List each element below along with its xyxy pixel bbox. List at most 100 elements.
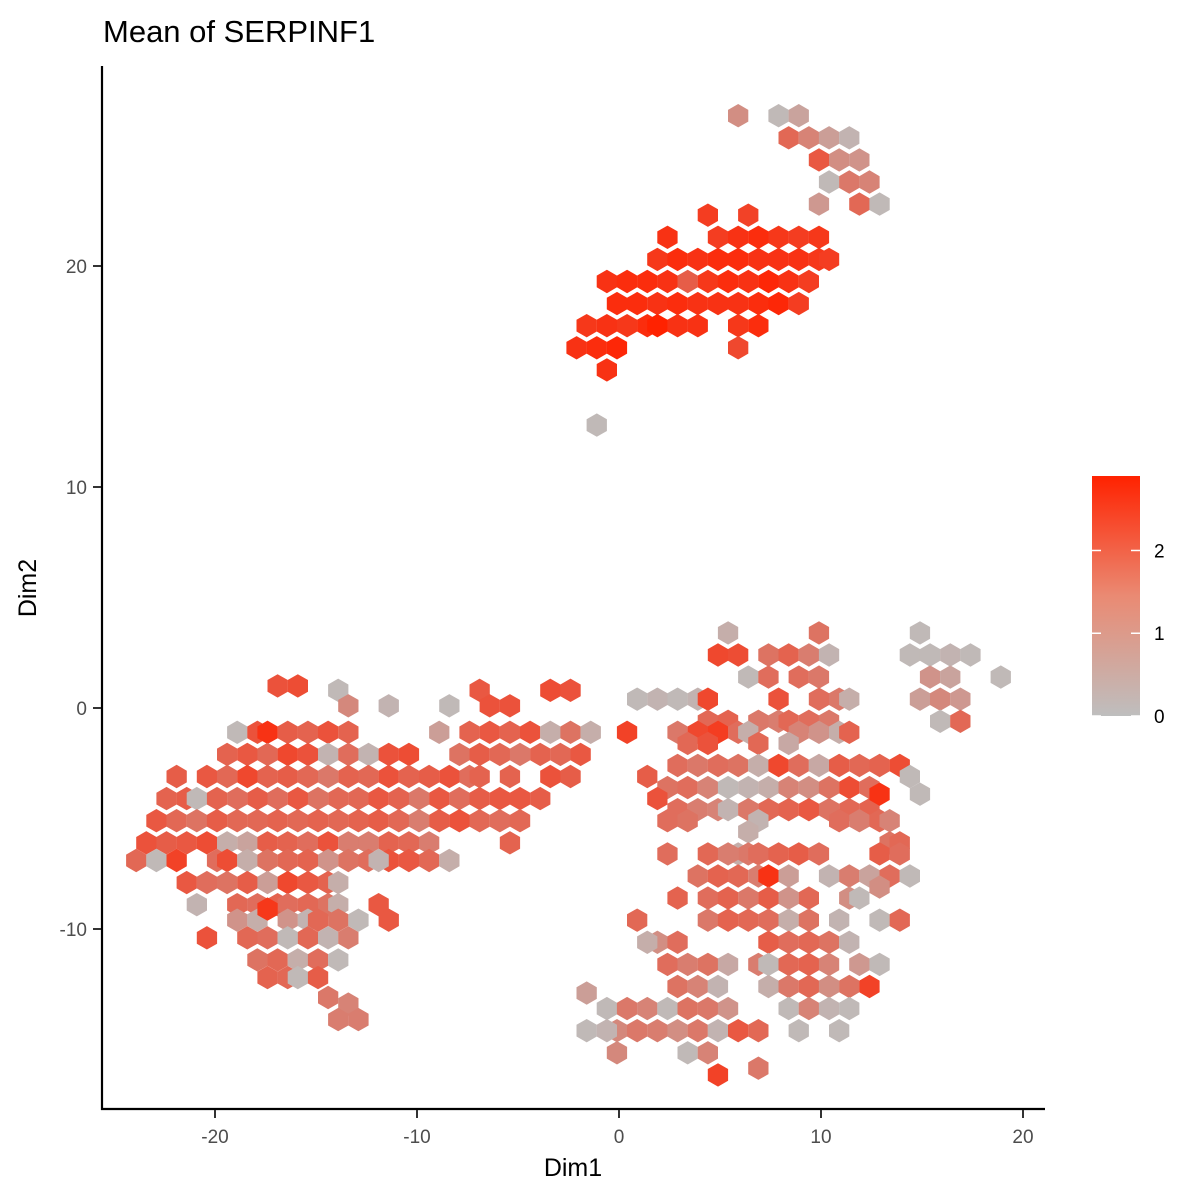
hexbin-cell — [560, 678, 581, 702]
hexbin-cell — [758, 775, 779, 800]
hexbin-cell — [768, 247, 789, 272]
hexbin-cell — [419, 831, 440, 855]
hexbin-cell — [176, 831, 197, 855]
hexbin-cell — [657, 225, 678, 249]
hexbin-cell — [297, 720, 319, 744]
hexbin-cell — [328, 786, 349, 811]
hexbin-cell — [647, 786, 668, 811]
hexbin-cell — [687, 1019, 708, 1043]
hexbin-cell — [237, 831, 258, 855]
hexbin-cell — [146, 809, 167, 833]
hexbin-cell — [667, 1019, 688, 1043]
hexbin-cell — [257, 926, 278, 950]
hexbin-cell — [378, 694, 399, 718]
hexbin-cell — [879, 809, 900, 833]
hexbin-cell — [829, 1019, 850, 1043]
hexbin-cell — [758, 974, 779, 999]
hexbin-cell — [388, 809, 409, 833]
hexbin-cell — [657, 269, 678, 294]
x-axis-ticks: -20 -10 0 10 20 — [201, 1110, 1034, 1148]
hexbin-cell — [439, 848, 460, 873]
hexbin-cell — [247, 809, 268, 833]
hexbin-cell — [808, 192, 830, 216]
hexbin-cell — [338, 831, 359, 855]
hexbin-cell — [237, 742, 258, 767]
hexbin-cell — [788, 247, 809, 272]
hexbin-cell — [930, 687, 951, 711]
hexbin-cell — [717, 621, 739, 645]
hexbin-cell — [960, 643, 981, 667]
color-legend: 0 1 2 — [1092, 476, 1165, 728]
hexbin-cell — [136, 831, 157, 855]
y-tick-label: -10 — [60, 920, 87, 941]
hexbin-cell — [469, 786, 490, 811]
hexbin-cell — [919, 665, 941, 689]
hexbin-cell — [318, 720, 339, 744]
hexbin-cell — [687, 314, 708, 338]
hexbin-cell — [818, 952, 840, 977]
hexbin-cell — [156, 831, 177, 855]
hexbin-cell — [859, 170, 880, 194]
hexbin-cell — [540, 764, 561, 789]
hexbin-cell — [829, 753, 850, 778]
hexbin-cell — [217, 848, 238, 873]
hexbin-cell — [217, 764, 238, 789]
hexbin-cell — [328, 893, 349, 917]
colorbar-label: 1 — [1154, 624, 1165, 645]
hexbin-cell — [566, 336, 587, 360]
hexbin-cell — [627, 291, 648, 316]
hexbin-cell — [570, 742, 591, 767]
hexbin-cell — [869, 908, 890, 932]
hexbin-cell — [717, 775, 739, 800]
hexbin-cell — [186, 893, 207, 917]
hexbin-cell — [348, 786, 369, 811]
hexbin-cell — [297, 848, 319, 873]
hexbin-cell — [738, 886, 759, 910]
hexbin-cell — [839, 864, 860, 888]
hexbin-cell — [778, 886, 799, 910]
x-tick-label: -20 — [201, 1127, 228, 1148]
hexbin-cell — [237, 926, 258, 950]
hexbin-cell — [728, 225, 749, 249]
hexbin-cell — [909, 782, 931, 806]
hexbin-cell — [930, 709, 951, 733]
hexbin-cell — [338, 720, 359, 744]
hexbin-cell — [509, 786, 531, 811]
hexbin-cell — [738, 269, 759, 294]
hexbin-cell — [707, 1063, 729, 1087]
hexbin-cell — [176, 870, 197, 895]
hexbin-cell — [358, 742, 379, 767]
hexbin-cell — [778, 798, 799, 822]
hexbin-cell — [798, 974, 819, 999]
hexbin-cell — [328, 809, 349, 833]
hexbin-cell — [318, 926, 339, 950]
hexbin-cell — [247, 948, 268, 972]
hexbin-cell — [707, 974, 729, 999]
hexbin-cell — [697, 842, 718, 866]
hexbin-cell — [707, 864, 729, 888]
hexbin-cell — [318, 985, 339, 1010]
hexbin-cell — [758, 643, 779, 667]
hexbin-cell — [778, 908, 799, 932]
hexbin-cell — [580, 720, 601, 744]
hexbin-cell — [677, 775, 698, 800]
hexbin-cell — [677, 269, 698, 294]
hexbin-cell — [940, 643, 961, 667]
hexbin-cell — [378, 908, 399, 932]
hexbin-cell — [818, 126, 840, 150]
hexbin-cell — [647, 314, 668, 338]
hexbin-cell — [429, 786, 450, 811]
hexbin-cell — [237, 764, 258, 789]
y-tick-label: 20 — [66, 257, 87, 278]
hexbin-cell — [839, 126, 860, 150]
hexbin-cell — [687, 753, 708, 778]
hexbin-cell — [616, 269, 638, 294]
hexbin-cell — [950, 687, 971, 711]
hexbin-cell — [798, 798, 819, 822]
hexbin-cell — [439, 694, 460, 718]
hexbin-cell — [596, 314, 617, 338]
x-tick-label: 20 — [1012, 1127, 1033, 1148]
hexbin-layer — [126, 104, 1011, 1087]
hexbin-cell — [758, 886, 779, 910]
hexbin-cell — [728, 643, 749, 667]
